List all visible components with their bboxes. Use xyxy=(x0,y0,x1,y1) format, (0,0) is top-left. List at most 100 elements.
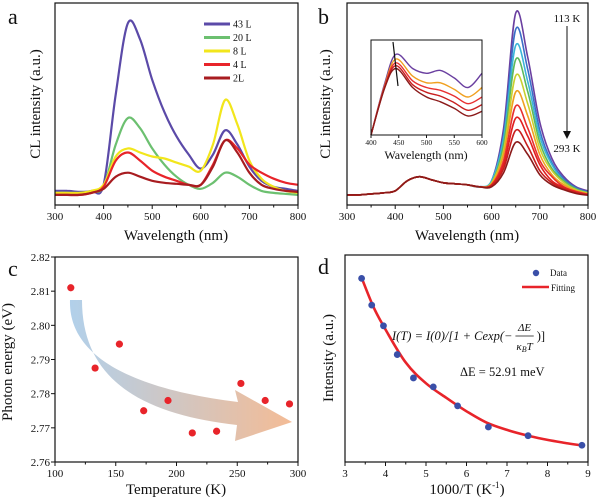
x-tick-label: 500 xyxy=(435,211,452,223)
legend-label-data: Data xyxy=(550,268,567,278)
x-tick-label: 300 xyxy=(47,211,64,223)
equation-denominator-end: T xyxy=(527,341,534,353)
x-axis-label: Temperature (K) xyxy=(126,482,226,498)
panel-label-c: c xyxy=(8,256,18,281)
x-tick-label: 7 xyxy=(504,468,510,480)
x-tick-label: 300 xyxy=(339,211,356,223)
y-tick-label: 2.81 xyxy=(31,286,50,298)
legend-label-fitting: Fitting xyxy=(551,283,576,293)
data-point xyxy=(164,396,172,405)
x-axis-label-end: ) xyxy=(500,482,505,498)
data-point xyxy=(454,402,461,410)
activation-energy-annotation: ΔE = 52.91 meV xyxy=(460,365,545,379)
y-tick-label: 2.77 xyxy=(31,423,51,435)
data-point xyxy=(380,322,387,330)
inset-x-tick-label: 550 xyxy=(449,138,461,147)
data-point xyxy=(578,441,586,449)
inset-peak-shift-line xyxy=(392,41,399,87)
x-tick-label: 400 xyxy=(387,211,404,223)
y-axis-label: Photon energy (eV) xyxy=(0,303,16,421)
data-point xyxy=(410,374,417,382)
panel-a-frame xyxy=(54,2,299,206)
legend-label: 2L xyxy=(233,74,244,85)
annotation-end-temp: 293 K xyxy=(553,143,580,155)
panel-label-b: b xyxy=(318,4,329,29)
x-tick-label: 500 xyxy=(144,211,161,223)
x-axis-label-superscript: -1 xyxy=(492,480,500,490)
x-tick-label: 800 xyxy=(580,211,597,223)
y-axis-label: CL intensity (a.u.) xyxy=(318,49,334,158)
x-tick-label: 600 xyxy=(483,211,500,223)
y-axis-label: CL intensity (a.u.) xyxy=(28,49,44,158)
temperature-arrowhead xyxy=(563,131,571,139)
trend-arrow xyxy=(69,300,292,441)
equation-right: )] xyxy=(537,329,545,343)
x-axis-label: Wavelength (nm) xyxy=(415,228,519,244)
legend-label: 4 L xyxy=(233,60,247,71)
series-line-43L xyxy=(54,19,299,195)
data-point xyxy=(368,301,376,309)
x-tick-label: 4 xyxy=(383,468,389,480)
x-axis-label: Wavelength (nm) xyxy=(124,228,228,244)
series-line-4L xyxy=(55,138,299,197)
inset-x-tick-label: 400 xyxy=(365,138,377,147)
y-tick-label: 2.76 xyxy=(31,457,51,469)
series-line-8L xyxy=(54,98,299,195)
equation-left: I(T) = I(0)/[1 + Cexp(− xyxy=(391,329,512,343)
legend-label: 8 L xyxy=(233,47,247,58)
x-tick-label: 100 xyxy=(47,468,64,480)
inset-x-tick-label: 500 xyxy=(421,138,433,147)
x-tick-label: 400 xyxy=(95,211,112,223)
x-tick-label: 150 xyxy=(108,468,125,480)
legend-label: 43 L xyxy=(233,20,252,31)
y-tick-label: 2.82 xyxy=(31,252,50,264)
x-tick-label: 700 xyxy=(241,211,258,223)
equation-denominator: κBT xyxy=(516,341,533,354)
inset-series-line xyxy=(370,53,483,136)
data-point xyxy=(429,383,437,391)
inset-x-axis-label: Wavelength (nm) xyxy=(384,148,467,162)
data-point xyxy=(188,429,196,437)
data-point xyxy=(285,400,294,408)
x-tick-label: 9 xyxy=(585,468,591,480)
y-tick-label: 2.79 xyxy=(31,355,51,367)
legend-label: 20 L xyxy=(233,33,252,44)
fitting-curve xyxy=(360,277,583,447)
data-point xyxy=(212,427,221,435)
panel-label-d: d xyxy=(318,254,329,279)
inset-x-tick-label: 600 xyxy=(476,138,488,147)
data-point xyxy=(140,407,148,415)
data-point xyxy=(358,274,366,282)
panel-label-a: a xyxy=(8,4,18,29)
x-tick-label: 3 xyxy=(342,468,348,480)
data-point xyxy=(91,364,99,372)
data-point xyxy=(261,396,269,405)
x-tick-label: 200 xyxy=(168,468,185,480)
series-line-2L xyxy=(55,138,299,197)
annotation-start-temp: 113 K xyxy=(554,13,581,25)
x-tick-label: 700 xyxy=(532,211,549,223)
data-point xyxy=(484,423,492,431)
data-point xyxy=(237,379,245,388)
y-axis-label: Intensity (a.u.) xyxy=(321,314,337,402)
data-point xyxy=(67,284,75,292)
x-axis-label: 1000/T (K-1) xyxy=(429,480,504,498)
data-point xyxy=(115,340,123,348)
y-tick-label: 2.78 xyxy=(31,389,51,401)
x-tick-label: 8 xyxy=(545,468,551,480)
x-tick-label: 250 xyxy=(229,468,246,480)
x-tick-label: 6 xyxy=(464,468,470,480)
x-tick-label: 300 xyxy=(290,468,307,480)
legend-marker-data xyxy=(532,269,540,277)
y-tick-label: 2.80 xyxy=(31,320,51,332)
x-tick-label: 600 xyxy=(193,211,210,223)
inset-x-tick-label: 450 xyxy=(393,138,405,147)
x-tick-label: 800 xyxy=(290,211,307,223)
x-tick-label: 5 xyxy=(423,468,429,480)
equation-denominator-subscript: B xyxy=(522,345,527,354)
data-point xyxy=(524,432,532,440)
data-point xyxy=(393,351,401,358)
equation-numerator: ΔE xyxy=(517,322,531,334)
inset-series-line xyxy=(370,67,483,136)
